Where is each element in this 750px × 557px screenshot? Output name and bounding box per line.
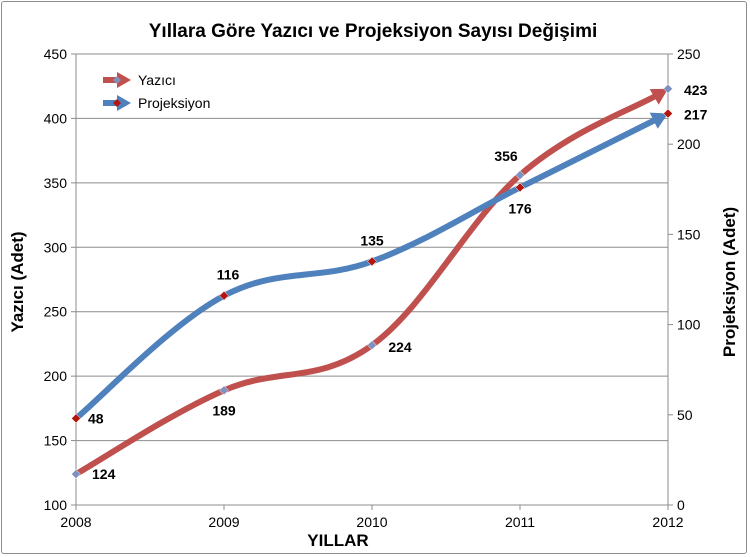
y2-tick-label: 0 [677,497,685,513]
series-lines [73,88,668,478]
data-point-0-4 [663,83,673,94]
legend-swatch-projeksiyon [103,95,131,111]
y-tick-label: 400 [44,110,68,126]
gridlines [76,53,668,442]
data-label-0-4: 423 [684,82,708,98]
data-label-0-1: 189 [212,402,236,418]
y-tick-label: 100 [44,497,68,513]
x-tick-label: 2008 [60,514,91,530]
y-tick-label: 350 [44,175,68,191]
legend-swatch-yazici [103,72,131,88]
y-tick-label: 250 [44,304,68,320]
data-point-0-2 [367,340,377,351]
legend-item-yazici: Yazıcı [103,72,176,88]
y2-tick-label: 100 [677,317,701,333]
y-tick-label: 150 [44,433,68,449]
y2-tick-label: 200 [677,136,701,152]
y-tick-label: 200 [44,368,68,384]
data-point-1-3 [515,182,525,193]
x-tick-label: 2009 [208,514,239,530]
data-labels: 124 189 224 356 423 48 116 135 176 217 [88,82,708,482]
y-tick-label: 300 [44,239,68,255]
data-point-1-2 [367,256,377,267]
data-label-1-4: 217 [684,107,708,123]
legend-arrow-head [117,72,131,88]
legend: Yazıcı Projeksiyon [103,72,210,111]
legend-marker [113,76,121,84]
data-point-0-0 [71,469,81,479]
x-tick-label: 2012 [652,514,683,530]
y-tick-label: 450 [44,46,68,62]
legend-label-yazici: Yazıcı [138,72,176,88]
y2-axis-title: Projeksiyon (Adet) [720,207,739,357]
series-line-1 [73,115,661,422]
chart-title: Yıllara Göre Yazıcı ve Projeksiyon Sayıs… [149,21,598,42]
axes: 100 150 200 250 300 350 400 450 0 50 100 150 200 250 2… [44,46,701,530]
legend-marker [113,99,121,107]
series-line-0 [73,91,661,478]
y2-tick-label: 50 [677,407,693,423]
data-markers [71,83,673,479]
series-arrowhead-1 [649,112,668,129]
y2-tick-label: 250 [677,46,701,62]
legend-item-projeksiyon: Projeksiyon [103,95,210,111]
data-label-1-3: 176 [508,200,532,216]
data-point-0-1 [219,385,229,396]
x-tick-label: 2011 [505,514,535,530]
data-point-0-3 [515,170,525,180]
data-label-1-1: 116 [217,267,240,283]
y2-tick-label: 150 [677,226,701,242]
y-axis-title: Yazıcı (Adet) [8,231,27,332]
data-point-1-4 [663,108,673,119]
legend-label-projeksiyon: Projeksiyon [138,95,210,111]
data-label-1-0: 48 [88,410,104,426]
data-label-0-3: 356 [494,148,518,164]
legend-arrow-head [117,95,131,111]
data-label-0-0: 124 [92,466,116,482]
data-point-1-1 [219,290,229,301]
data-label-1-2: 135 [360,232,384,248]
x-tick-label: 2010 [356,514,387,530]
x-axis-title: YILLAR [307,531,368,550]
series-arrowhead-0 [649,88,668,105]
legend-arrow-shaft [103,77,119,83]
data-point-1-0 [71,413,81,424]
legend-arrow-shaft [103,100,119,106]
data-label-0-2: 224 [388,339,412,355]
